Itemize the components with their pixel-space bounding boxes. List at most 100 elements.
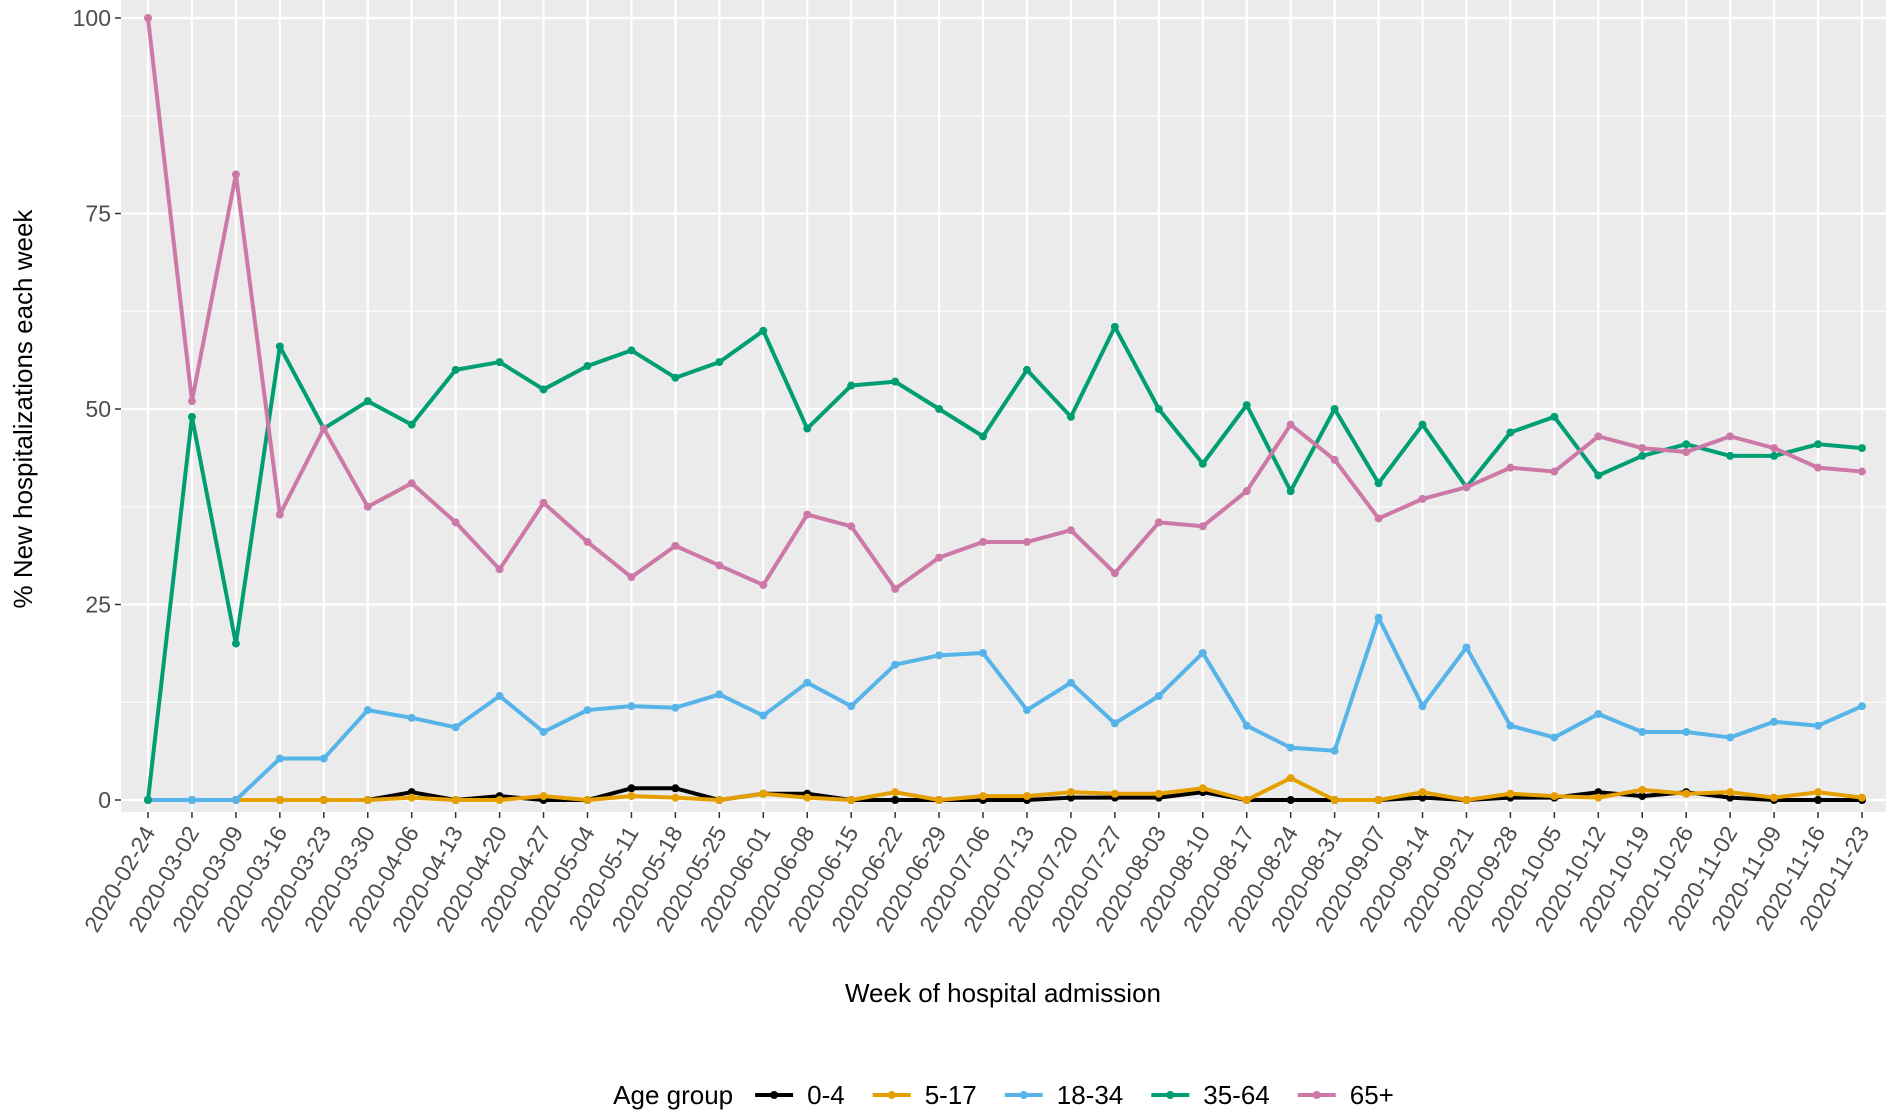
legend-label: 35-64 [1203,1080,1270,1110]
point [1726,451,1735,460]
point [407,420,416,429]
point [1110,789,1119,798]
point [1682,727,1691,736]
point [627,792,636,801]
point [803,678,812,687]
point [759,580,768,589]
point [319,754,328,763]
point [979,792,988,801]
point [1066,793,1075,802]
point [1770,717,1779,726]
point [627,346,636,355]
point [1022,706,1031,715]
y-tick-label: 0 [98,787,111,813]
point [979,648,988,657]
point [1374,479,1383,488]
point [1594,793,1603,802]
point [1242,721,1251,730]
point [715,358,724,367]
point [1418,702,1427,711]
point [1022,365,1031,374]
point [1726,788,1735,797]
x-axis-title: Week of hospital admission [845,978,1161,1008]
point [1418,788,1427,797]
point [1374,514,1383,523]
point [1066,678,1075,687]
point [1242,487,1251,496]
point [1594,709,1603,718]
legend-key-point [887,1091,896,1099]
point [759,326,768,335]
point [1198,459,1207,468]
point [1550,467,1559,476]
point [1374,796,1383,804]
point [803,793,812,802]
point [1550,733,1559,742]
point [891,796,900,804]
point [1506,463,1515,472]
point [1286,743,1295,752]
point [1506,721,1515,730]
point [1286,487,1295,496]
point [1858,702,1866,711]
point [583,706,592,715]
point [1242,401,1251,410]
point [891,660,900,669]
point [319,796,328,804]
point [1770,793,1779,802]
point [583,796,592,804]
point [627,702,636,711]
point [187,412,196,421]
y-axis-title: % New hospitalizations each week [8,209,38,609]
point [627,784,636,793]
point [1198,648,1207,657]
point [1682,440,1691,449]
y-tick-label: 50 [85,396,111,422]
point [803,510,812,519]
y-tick-label: 100 [73,5,111,31]
point [583,361,592,370]
point [1198,784,1207,793]
point [1682,789,1691,798]
point [1110,719,1119,728]
point [451,796,460,804]
legend-key-point [770,1091,779,1099]
point [539,385,548,394]
point [627,573,636,582]
point [275,796,284,804]
point [363,796,372,804]
point [1682,448,1691,457]
point [1814,788,1823,797]
point [979,432,988,441]
point [847,381,856,390]
series-line [146,324,1863,801]
point [1594,432,1603,441]
point [1154,789,1163,798]
point [451,365,460,374]
point [1286,420,1295,429]
point [671,793,680,802]
point [363,706,372,715]
point [1506,428,1515,437]
legend-title: Age group [613,1080,733,1110]
point [671,541,680,550]
point [407,788,416,797]
legend-key-point [1166,1091,1175,1099]
point [1550,412,1559,421]
point [1198,522,1207,531]
point [231,170,240,179]
point [671,703,680,712]
point [1286,796,1295,804]
point [1374,613,1383,622]
point [1418,494,1427,503]
point [1638,727,1647,736]
point [1638,451,1647,460]
point [1110,569,1119,578]
point [187,796,196,804]
point [671,784,680,793]
point [1814,721,1823,730]
point [1110,322,1119,331]
series-line [148,615,1863,802]
point [275,342,284,351]
